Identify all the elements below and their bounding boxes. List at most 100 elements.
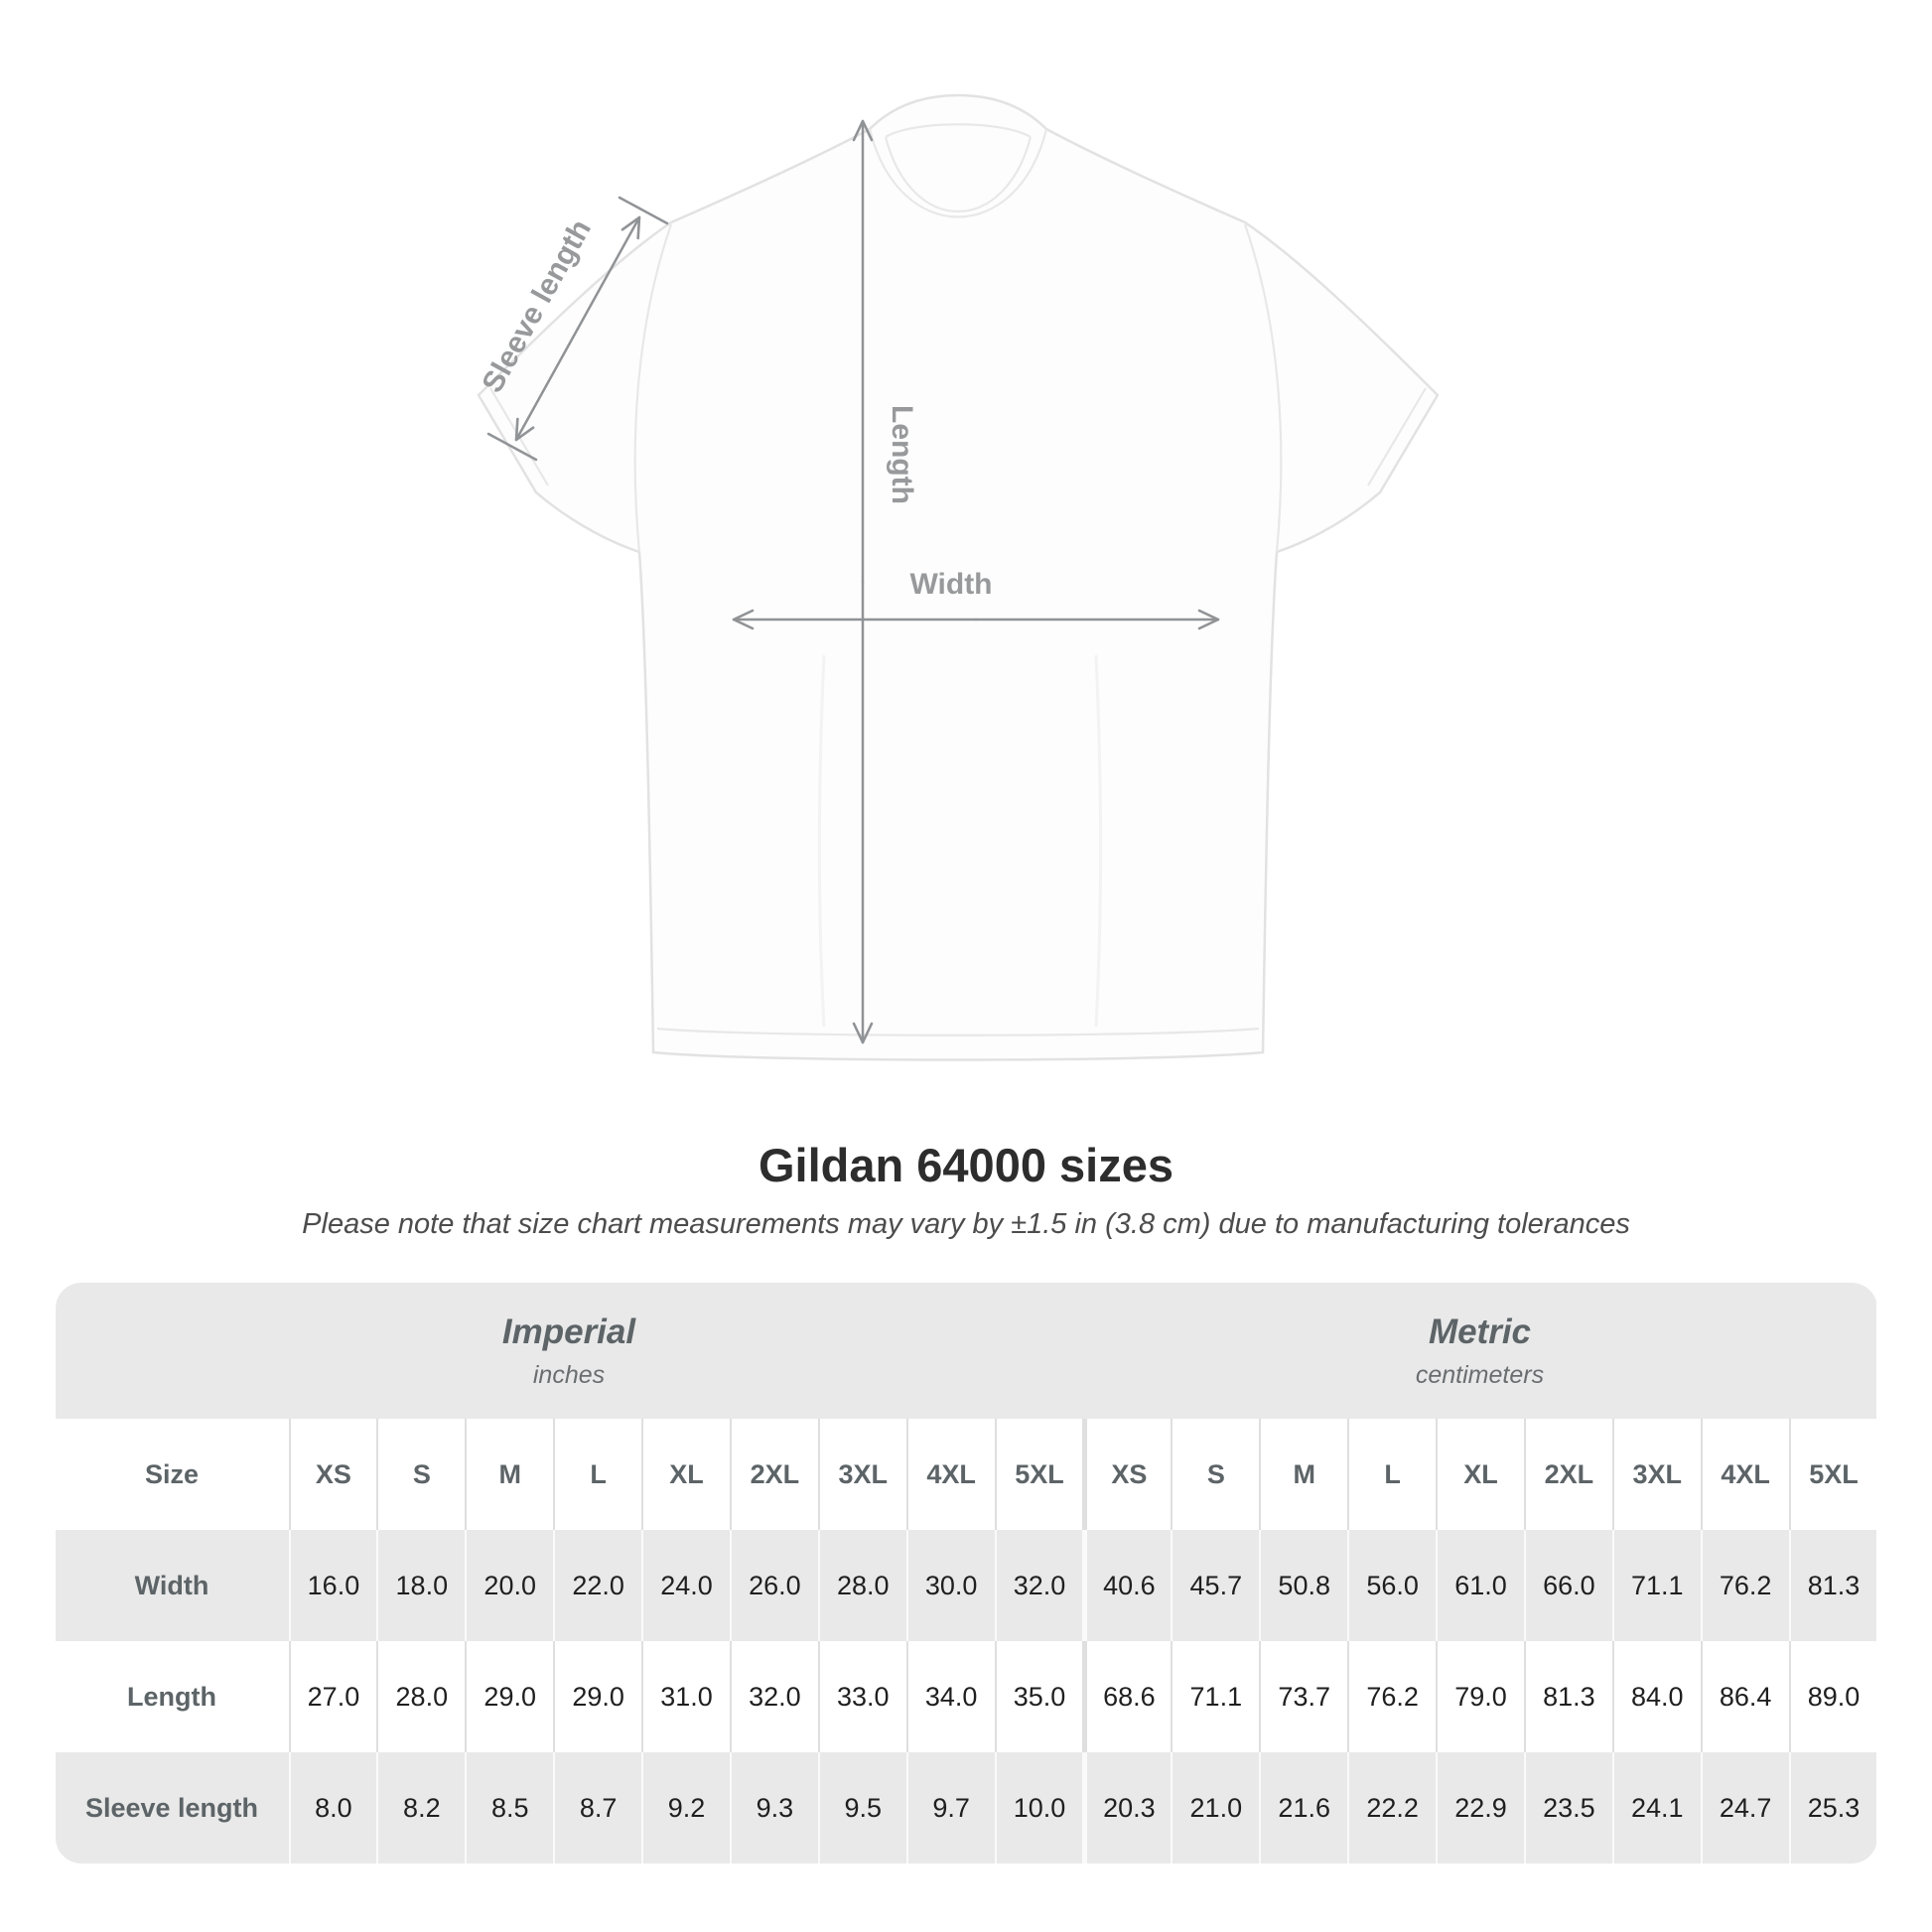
value-cell: 8.0: [288, 1752, 377, 1863]
sleeve-length-arrow: [576, 215, 641, 331]
value-cell: 23.5: [1523, 1752, 1612, 1863]
value-cell: 22.9: [1436, 1752, 1524, 1863]
value-cell: 20.3: [1082, 1752, 1172, 1863]
value-cell: 31.0: [641, 1641, 730, 1752]
sleeve-length-end-tick: [486, 432, 538, 462]
size-header-cell: S: [376, 1419, 466, 1530]
page-title: Gildan 64000 sizes: [758, 1139, 1174, 1191]
size-header-cell: L: [553, 1419, 642, 1530]
value-cell: 84.0: [1611, 1641, 1701, 1752]
size-header-cell: 5XL: [994, 1419, 1083, 1530]
size-header-cell: 2XL: [729, 1419, 818, 1530]
length-dimension: Length: [852, 119, 918, 1044]
value-cell: 10.0: [994, 1752, 1083, 1863]
value-cell: 68.6: [1082, 1641, 1172, 1752]
size-header-cell: XL: [641, 1419, 730, 1530]
value-cell: 24.7: [1700, 1752, 1789, 1863]
size-chart-grid: Imperial inches Metric centimeters Size X…: [55, 1283, 1877, 1863]
size-header-cell: XL: [1436, 1419, 1524, 1530]
value-cell: 28.0: [817, 1530, 906, 1641]
value-cell: 71.1: [1611, 1530, 1701, 1641]
dimension-annotations: Sleeve length Length Width: [476, 119, 1220, 1044]
collar-back-seam: [885, 123, 1032, 138]
metric-header: Metric centimeters: [1082, 1283, 1877, 1419]
value-cell: 81.3: [1523, 1641, 1612, 1752]
tshirt-shape: [477, 93, 1440, 1061]
size-header-cell: 5XL: [1788, 1419, 1877, 1530]
imperial-header: Imperial inches: [55, 1283, 1083, 1419]
size-header-cell: 3XL: [817, 1419, 906, 1530]
value-cell: 56.0: [1347, 1530, 1437, 1641]
collar-outer-seam: [868, 128, 1048, 218]
value-cell: 61.0: [1436, 1530, 1524, 1641]
value-cell: 81.3: [1788, 1530, 1877, 1641]
value-cell: 86.4: [1700, 1641, 1789, 1752]
value-cell: 25.3: [1788, 1752, 1877, 1863]
shirt-diagram: Sleeve length Length Width: [476, 93, 1440, 1061]
tolerance-note: Please note that size chart measurements…: [302, 1208, 1630, 1240]
value-cell: 8.5: [465, 1752, 554, 1863]
right-sleeve-seam: [1243, 223, 1283, 553]
size-header-cell: S: [1171, 1419, 1260, 1530]
length-label: Length: [886, 405, 918, 504]
value-cell: 24.1: [1611, 1752, 1701, 1863]
value-cell: 89.0: [1788, 1641, 1877, 1752]
metric-unit: centimeters: [1415, 1360, 1545, 1389]
size-column-header: Size: [55, 1419, 289, 1530]
value-cell: 35.0: [994, 1641, 1083, 1752]
tshirt-illustration: Sleeve length Length Width: [476, 93, 1440, 1061]
value-cell: 28.0: [376, 1641, 466, 1752]
value-cell: 50.8: [1259, 1530, 1348, 1641]
value-cell: 66.0: [1523, 1530, 1612, 1641]
value-cell: 76.2: [1347, 1641, 1437, 1752]
value-cell: 16.0: [288, 1530, 377, 1641]
metric-title: Metric: [1428, 1311, 1532, 1351]
right-sleeve-hem: [1367, 387, 1427, 486]
value-cell: 34.0: [905, 1641, 995, 1752]
size-header-cell: 2XL: [1523, 1419, 1612, 1530]
value-cell: 21.6: [1259, 1752, 1348, 1863]
value-cell: 71.1: [1171, 1641, 1260, 1752]
value-cell: 21.0: [1171, 1752, 1260, 1863]
size-header-cell: L: [1347, 1419, 1437, 1530]
value-cell: 22.2: [1347, 1752, 1437, 1863]
value-cell: 32.0: [994, 1530, 1083, 1641]
size-header-cell: 4XL: [1700, 1419, 1789, 1530]
value-cell: 29.0: [553, 1641, 642, 1752]
value-cell: 9.2: [641, 1752, 730, 1863]
size-header-cell: M: [465, 1419, 554, 1530]
value-cell: 76.2: [1700, 1530, 1789, 1641]
size-header-cell: 4XL: [905, 1419, 995, 1530]
imperial-unit: inches: [532, 1360, 606, 1389]
value-cell: 9.7: [905, 1752, 995, 1863]
value-cell: 29.0: [465, 1641, 554, 1752]
size-header-cell: XS: [1082, 1419, 1172, 1530]
row-label-cell: Sleeve length: [55, 1752, 289, 1863]
value-cell: 27.0: [288, 1641, 377, 1752]
value-cell: 26.0: [729, 1530, 818, 1641]
value-cell: 8.7: [553, 1752, 642, 1863]
width-dimension: Width: [732, 568, 1220, 630]
size-header-cell: 3XL: [1611, 1419, 1701, 1530]
size-header-cell: XS: [288, 1419, 377, 1530]
value-cell: 32.0: [729, 1641, 818, 1752]
value-cell: 9.3: [729, 1752, 818, 1863]
row-label-cell: Length: [55, 1641, 289, 1752]
value-cell: 9.5: [817, 1752, 906, 1863]
value-cell: 8.2: [376, 1752, 466, 1863]
value-cell: 30.0: [905, 1530, 995, 1641]
sleeve-length-end-tick: [618, 196, 669, 225]
left-sleeve-seam: [633, 223, 673, 553]
imperial-title: Imperial: [501, 1311, 636, 1351]
collar-inner-seam: [884, 136, 1033, 213]
value-cell: 22.0: [553, 1530, 642, 1641]
value-cell: 73.7: [1259, 1641, 1348, 1752]
size-header-cell: M: [1259, 1419, 1348, 1530]
value-cell: 20.0: [465, 1530, 554, 1641]
value-cell: 33.0: [817, 1641, 906, 1752]
value-cell: 18.0: [376, 1530, 466, 1641]
sleeve-length-arrow: [514, 327, 580, 442]
width-label: Width: [909, 568, 992, 601]
value-cell: 40.6: [1082, 1530, 1172, 1641]
